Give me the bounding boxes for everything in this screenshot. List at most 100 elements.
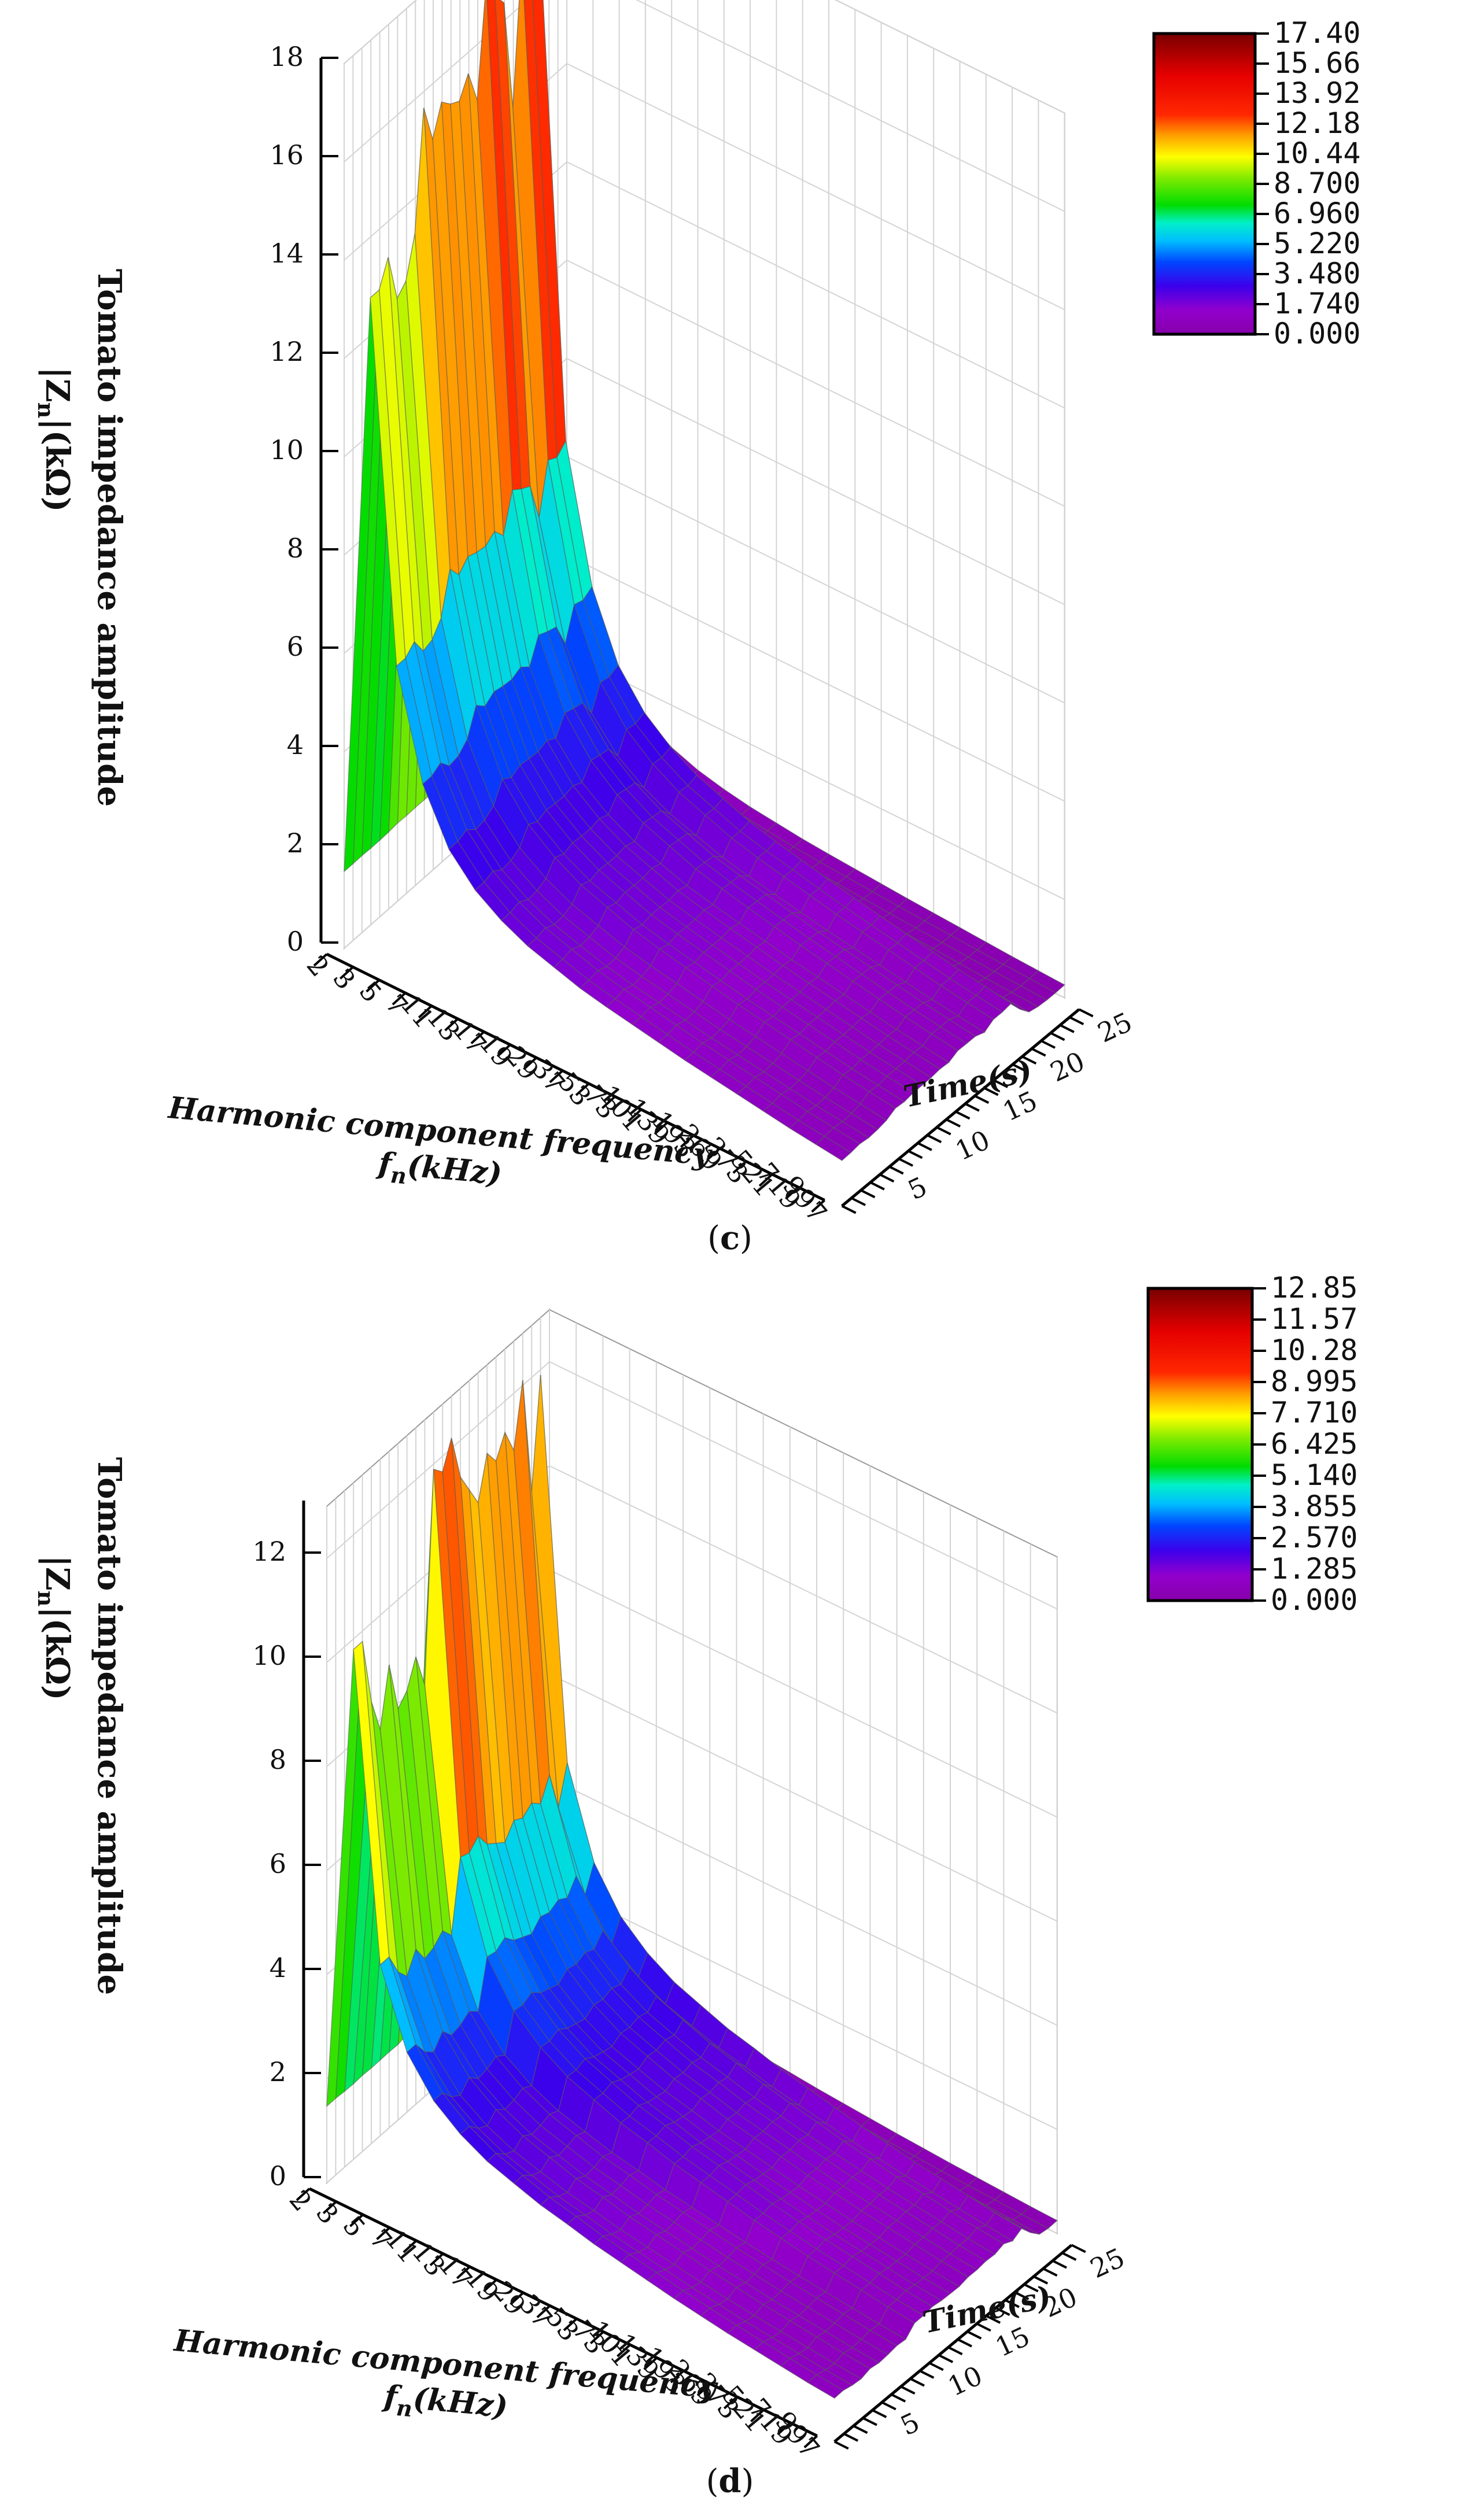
colorbar-gradient <box>1152 32 1257 336</box>
z-tick-label: 4 <box>270 1952 286 1983</box>
time-tick-mark <box>860 1189 876 1199</box>
colorbar-tick-label: 5.140 <box>1271 1458 1358 1492</box>
surface <box>344 0 1065 1161</box>
freq-tick-mark <box>523 1056 537 1070</box>
freq-tick-mark <box>429 2253 444 2266</box>
z-tick-label: 18 <box>270 41 304 72</box>
z-tick-label: 6 <box>287 631 304 662</box>
colorbar-tick-label: 3.480 <box>1274 257 1361 290</box>
time-tick-mark <box>879 1173 895 1183</box>
z-tick-label: 12 <box>270 336 304 367</box>
colorbar-tick-label: 2.570 <box>1271 1521 1358 1554</box>
time-tick-mark <box>986 2315 1001 2324</box>
colorbar-tick-label: 10.28 <box>1271 1333 1358 1367</box>
time-tick-mark <box>870 1181 885 1191</box>
colorbar-tick-label: 15.66 <box>1274 46 1361 80</box>
colorbar-tick-label: 6.425 <box>1271 1427 1358 1461</box>
time-tick-mark <box>841 1204 857 1214</box>
z-axis-title: Tomato impedance amplitude |Zn|(kΩ) <box>33 1457 128 1995</box>
freq-tick-mark <box>803 2435 818 2448</box>
freq-tick-mark <box>322 2201 337 2214</box>
freq-tick-mark <box>750 2409 765 2422</box>
z-tick-label: 0 <box>287 926 304 957</box>
time-axis-line <box>833 2244 1073 2443</box>
time-tick-label: 10 <box>951 1124 995 1167</box>
time-tick-mark <box>1078 1008 1094 1018</box>
freq-tick-mark <box>418 1005 433 1019</box>
surface <box>326 1374 1058 2399</box>
colorbar-tick-label: 0.000 <box>1271 1583 1358 1617</box>
time-tick-mark <box>983 1087 999 1096</box>
freq-tick-mark <box>654 1121 669 1135</box>
time-tick-mark <box>1002 1071 1018 1081</box>
freq-tick-mark <box>696 2383 711 2396</box>
time-tick-mark <box>1012 1063 1027 1073</box>
time-tick-mark <box>1071 2244 1086 2253</box>
colorbar-tick-label: 12.85 <box>1271 1271 1358 1305</box>
time-tick-mark <box>928 2362 944 2371</box>
chart-d: 0246810122357111317192937537310113919326… <box>33 1271 1358 2500</box>
time-axis-line <box>841 1008 1080 1207</box>
time-tick-mark <box>862 2416 877 2426</box>
grid-line <box>326 1465 1058 1714</box>
time-tick-mark <box>1005 2299 1020 2308</box>
time-tick-mark <box>898 1158 913 1167</box>
time-tick-mark <box>1041 1040 1056 1049</box>
time-tick-mark <box>919 2370 935 2379</box>
freq-tick-mark <box>758 1173 773 1187</box>
freq-axis-title-subscript: n <box>389 1162 407 1189</box>
time-tick-mark <box>881 2401 896 2411</box>
z-tick-label: 8 <box>270 1744 286 1775</box>
freq-tick-mark <box>456 2266 471 2279</box>
freq-tick-mark <box>601 1095 616 1109</box>
z-axis-title-unit: |(kΩ) <box>38 1606 76 1700</box>
time-tick-mark <box>1021 1055 1037 1065</box>
time-tick-label: 5 <box>896 2406 924 2441</box>
time-tick-mark <box>1050 1032 1065 1041</box>
time-tick-mark <box>995 2307 1010 2316</box>
z-axis-title-subscript: n <box>33 402 59 419</box>
freq-tick-mark <box>785 1186 799 1200</box>
time-tick-mark <box>1031 1047 1046 1057</box>
freq-axis-title-unit: (kHz) <box>406 1148 504 1192</box>
time-tick-mark <box>891 2393 906 2403</box>
time-tick-mark <box>946 1118 961 1128</box>
time-tick-mark <box>993 1079 1008 1088</box>
colorbar-tick-label: 12.18 <box>1274 106 1361 140</box>
freq-tick-mark <box>732 1160 747 1174</box>
colorbar-tick-label: 11.57 <box>1271 1302 1358 1336</box>
freq-axis-title-subscript: n <box>395 2395 413 2422</box>
z-axis-title-line2: |Z <box>38 367 76 402</box>
freq-tick-mark <box>483 2279 497 2292</box>
time-tick-mark <box>965 1103 980 1112</box>
colorbar-tick-label: 6.960 <box>1274 197 1361 230</box>
z-tick-label: 10 <box>252 1640 286 1671</box>
colorbar-tick-label: 13.92 <box>1274 76 1361 110</box>
z-tick-label: 14 <box>270 238 304 269</box>
time-tick-mark <box>1014 2291 1030 2300</box>
freq-tick-mark <box>575 1082 590 1096</box>
time-tick-mark <box>1069 1016 1084 1025</box>
freq-tick-mark <box>376 2227 390 2240</box>
z-tick-label: 2 <box>287 827 304 859</box>
chart-c: 0246810121416182357111317192937537310113… <box>33 0 1361 1257</box>
freq-tick-mark <box>392 992 407 1006</box>
time-tick-label: 25 <box>1086 2242 1130 2285</box>
freq-tick-mark <box>496 1044 511 1058</box>
time-tick-mark <box>936 1126 951 1136</box>
time-tick-mark <box>833 2440 849 2450</box>
freq-tick-mark <box>510 2292 524 2305</box>
surface-cell <box>815 1136 852 1161</box>
grid-line <box>344 0 1065 114</box>
time-tick-mark <box>900 2385 916 2395</box>
time-tick-label: 15 <box>991 2321 1035 2363</box>
freq-tick-mark <box>680 1135 695 1148</box>
time-tick-mark <box>1061 2252 1077 2261</box>
colorbar-tick-label: 5.220 <box>1274 227 1361 260</box>
freq-tick-mark <box>723 2396 738 2410</box>
freq-tick-mark <box>811 1199 826 1213</box>
colorbar-tick-label: 0.000 <box>1274 317 1361 350</box>
time-tick-mark <box>853 2425 868 2434</box>
time-tick-mark <box>888 1165 904 1175</box>
